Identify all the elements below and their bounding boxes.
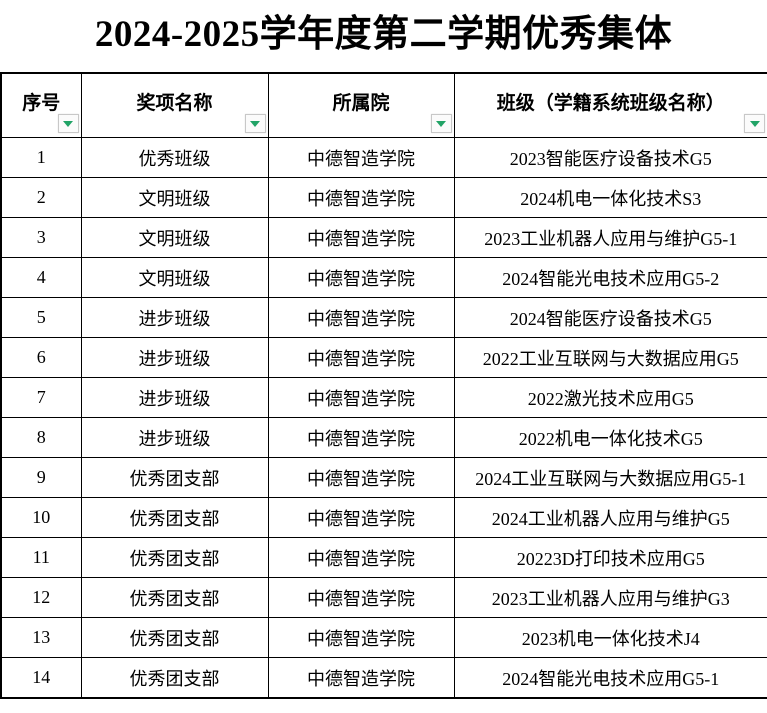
- cell-class[interactable]: 20223D打印技术应用G5: [453, 537, 767, 578]
- cell-no[interactable]: 11: [0, 537, 82, 578]
- filter-dropdown-button-class[interactable]: [744, 114, 765, 133]
- cell-award[interactable]: 优秀团支部: [80, 617, 269, 658]
- cell-class[interactable]: 2024工业互联网与大数据应用G5-1: [453, 457, 767, 498]
- cell-award[interactable]: 优秀班级: [80, 137, 269, 178]
- filter-arrow-icon: [749, 120, 760, 127]
- cell-award[interactable]: 优秀团支部: [80, 537, 269, 578]
- cell-award[interactable]: 文明班级: [80, 257, 269, 298]
- cell-no[interactable]: 13: [0, 617, 82, 658]
- cell-no[interactable]: 4: [0, 257, 82, 298]
- cell-class[interactable]: 2024智能光电技术应用G5-1: [453, 657, 767, 699]
- table-row: 8 进步班级 中德智造学院 2022机电一体化技术G5: [0, 417, 767, 458]
- table-row: 1 优秀班级 中德智造学院 2023智能医疗设备技术G5: [0, 137, 767, 178]
- cell-college[interactable]: 中德智造学院: [267, 457, 455, 498]
- cell-no[interactable]: 14: [0, 657, 82, 699]
- cell-no[interactable]: 6: [0, 337, 82, 378]
- cell-college[interactable]: 中德智造学院: [267, 177, 455, 218]
- page-title: 2024-2025学年度第二学期优秀集体: [94, 14, 673, 55]
- cell-award[interactable]: 进步班级: [80, 337, 269, 378]
- cell-college[interactable]: 中德智造学院: [267, 377, 455, 418]
- table-row: 11 优秀团支部 中德智造学院 20223D打印技术应用G5: [0, 537, 767, 578]
- cell-award[interactable]: 优秀团支部: [80, 457, 269, 498]
- cell-no[interactable]: 9: [0, 457, 82, 498]
- cell-no[interactable]: 8: [0, 417, 82, 458]
- header-label-award: 奖项名称: [136, 93, 213, 114]
- cell-college[interactable]: 中德智造学院: [267, 137, 455, 178]
- cell-award[interactable]: 文明班级: [80, 177, 269, 218]
- cell-college[interactable]: 中德智造学院: [267, 617, 455, 658]
- header-label-college: 所属院: [332, 93, 390, 114]
- header-cell-class[interactable]: 班级（学籍系统班级名称）: [453, 72, 767, 138]
- cell-class[interactable]: 2023智能医疗设备技术G5: [453, 137, 767, 178]
- cell-no[interactable]: 3: [0, 217, 82, 258]
- cell-college[interactable]: 中德智造学院: [267, 417, 455, 458]
- table-row: 14 优秀团支部 中德智造学院 2024智能光电技术应用G5-1: [0, 657, 767, 699]
- cell-class[interactable]: 2022机电一体化技术G5: [453, 417, 767, 458]
- table-body: 1 优秀班级 中德智造学院 2023智能医疗设备技术G5 2 文明班级 中德智造学院 2024…: [0, 137, 767, 699]
- cell-class[interactable]: 2024工业机器人应用与维护G5: [453, 497, 767, 538]
- cell-no[interactable]: 1: [0, 137, 82, 178]
- filter-dropdown-button-award[interactable]: [244, 114, 266, 133]
- cell-award[interactable]: 进步班级: [80, 417, 269, 458]
- table-row: 2 文明班级 中德智造学院 2024机电一体化技术S3: [0, 177, 767, 218]
- cell-no[interactable]: 12: [0, 577, 82, 618]
- cell-award[interactable]: 优秀团支部: [80, 577, 269, 618]
- header-cell-award[interactable]: 奖项名称: [80, 72, 269, 138]
- header-label-class: 班级（学籍系统班级名称）: [496, 93, 725, 114]
- cell-no[interactable]: 10: [0, 497, 82, 538]
- awards-table: 序号 奖项名称 所属院: [0, 72, 767, 699]
- filter-dropdown-button-college[interactable]: [430, 114, 452, 133]
- cell-no[interactable]: 5: [0, 297, 82, 338]
- cell-class[interactable]: 2022激光技术应用G5: [453, 377, 767, 418]
- cell-college[interactable]: 中德智造学院: [267, 297, 455, 338]
- cell-award[interactable]: 优秀团支部: [80, 657, 269, 699]
- cell-class[interactable]: 2022工业互联网与大数据应用G5: [453, 337, 767, 378]
- filter-arrow-icon: [250, 120, 260, 127]
- table-row: 7 进步班级 中德智造学院 2022激光技术应用G5: [0, 377, 767, 418]
- table-row: 4 文明班级 中德智造学院 2024智能光电技术应用G5-2: [0, 257, 767, 298]
- header-label-no: 序号: [22, 93, 61, 114]
- cell-college[interactable]: 中德智造学院: [267, 337, 455, 378]
- header-cell-college[interactable]: 所属院: [267, 72, 455, 138]
- table-row: 3 文明班级 中德智造学院 2023工业机器人应用与维护G5-1: [0, 217, 767, 258]
- table-row: 12 优秀团支部 中德智造学院 2023工业机器人应用与维护G3: [0, 577, 767, 618]
- cell-no[interactable]: 2: [0, 177, 82, 218]
- filter-arrow-icon: [436, 120, 446, 127]
- cell-college[interactable]: 中德智造学院: [267, 497, 455, 538]
- header-cell-no[interactable]: 序号: [0, 72, 82, 138]
- table-row: 13 优秀团支部 中德智造学院 2023机电一体化技术J4: [0, 617, 767, 658]
- header-row: 序号 奖项名称 所属院: [0, 72, 767, 138]
- cell-college[interactable]: 中德智造学院: [267, 537, 455, 578]
- cell-college[interactable]: 中德智造学院: [267, 257, 455, 298]
- table-row: 9 优秀团支部 中德智造学院 2024工业互联网与大数据应用G5-1: [0, 457, 767, 498]
- cell-college[interactable]: 中德智造学院: [267, 657, 455, 699]
- cell-class[interactable]: 2024智能光电技术应用G5-2: [453, 257, 767, 298]
- table-row: 5 进步班级 中德智造学院 2024智能医疗设备技术G5: [0, 297, 767, 338]
- cell-award[interactable]: 优秀团支部: [80, 497, 269, 538]
- cell-class[interactable]: 2023工业机器人应用与维护G3: [453, 577, 767, 618]
- cell-class[interactable]: 2024智能医疗设备技术G5: [453, 297, 767, 338]
- cell-award[interactable]: 进步班级: [80, 297, 269, 338]
- cell-class[interactable]: 2023工业机器人应用与维护G5-1: [453, 217, 767, 258]
- cell-class[interactable]: 2024机电一体化技术S3: [453, 177, 767, 218]
- cell-no[interactable]: 7: [0, 377, 82, 418]
- filter-arrow-icon: [63, 120, 73, 127]
- cell-college[interactable]: 中德智造学院: [267, 217, 455, 258]
- cell-class[interactable]: 2023机电一体化技术J4: [453, 617, 767, 658]
- cell-award[interactable]: 进步班级: [80, 377, 269, 418]
- filter-dropdown-button-no[interactable]: [57, 114, 79, 133]
- cell-college[interactable]: 中德智造学院: [267, 577, 455, 618]
- table-row: 10 优秀团支部 中德智造学院 2024工业机器人应用与维护G5: [0, 497, 767, 538]
- table-row: 6 进步班级 中德智造学院 2022工业互联网与大数据应用G5: [0, 337, 767, 378]
- cell-award[interactable]: 文明班级: [80, 217, 269, 258]
